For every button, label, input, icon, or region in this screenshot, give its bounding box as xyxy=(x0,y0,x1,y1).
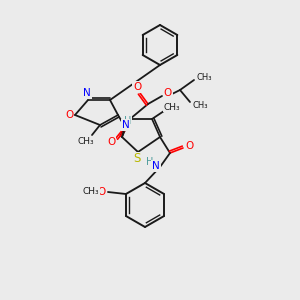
Text: H: H xyxy=(146,157,154,167)
Text: CH₃: CH₃ xyxy=(78,136,94,146)
Text: O: O xyxy=(164,88,172,98)
Text: O: O xyxy=(133,82,141,92)
Text: O: O xyxy=(185,141,193,151)
Text: H: H xyxy=(124,116,131,126)
Text: O: O xyxy=(65,110,73,120)
Text: N: N xyxy=(152,161,160,171)
Text: S: S xyxy=(133,152,141,166)
Text: CH₃: CH₃ xyxy=(196,73,212,82)
Text: N: N xyxy=(83,88,91,98)
Text: O: O xyxy=(107,137,115,147)
Text: CH₃: CH₃ xyxy=(82,188,99,196)
Text: CH₃: CH₃ xyxy=(164,103,180,112)
Text: N: N xyxy=(122,120,129,130)
Text: O: O xyxy=(98,187,106,197)
Text: CH₃: CH₃ xyxy=(192,100,208,109)
